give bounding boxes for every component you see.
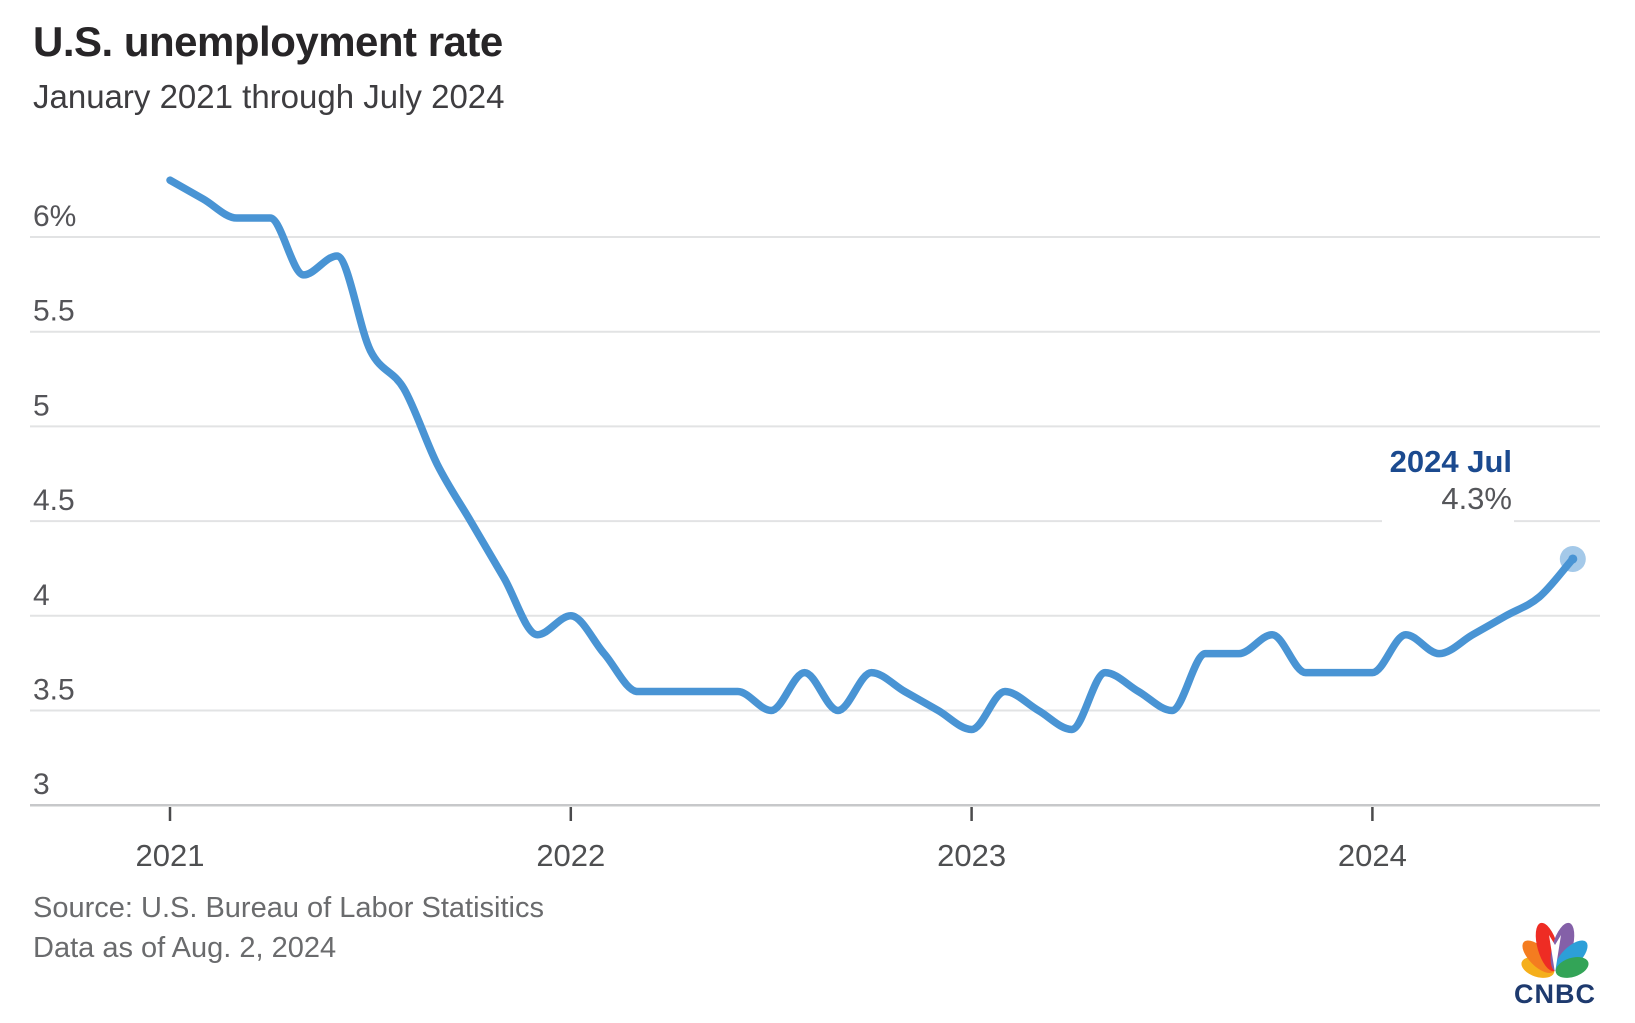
peacock-icon bbox=[1521, 922, 1589, 978]
chart-subtitle: January 2021 through July 2024 bbox=[33, 78, 505, 115]
chart-title: U.S. unemployment rate bbox=[33, 18, 503, 65]
source-line: Source: U.S. Bureau of Labor Statisitics bbox=[33, 892, 544, 924]
x-axis-label-2022: 2022 bbox=[536, 838, 605, 873]
cnbc-wordmark: CNBC bbox=[1514, 979, 1596, 1009]
y-axis-label-5.5: 5.5 bbox=[33, 295, 75, 328]
latest-point-dot-center bbox=[1568, 554, 1578, 564]
y-axis-label-3: 3 bbox=[33, 768, 50, 801]
y-axis-label-6%: 6% bbox=[33, 200, 76, 233]
annotation-date-label: 2024 Jul bbox=[1389, 444, 1512, 479]
latest-point-annotation: 2024 Jul 4.3% bbox=[1381, 443, 1514, 523]
annotation-value-label: 4.3% bbox=[1441, 481, 1512, 516]
y-axis-label-4: 4 bbox=[33, 579, 50, 612]
x-axis-label-2024: 2024 bbox=[1338, 838, 1407, 873]
x-axis-label-2021: 2021 bbox=[136, 838, 205, 873]
source-block: Source: U.S. Bureau of Labor Statisitics… bbox=[33, 888, 544, 968]
as-of-line: Data as of Aug. 2, 2024 bbox=[33, 932, 337, 964]
y-axis-label-3.5: 3.5 bbox=[33, 674, 75, 707]
unemployment-rate-line bbox=[166, 176, 1577, 734]
peacock-feather-green bbox=[1555, 956, 1589, 978]
cnbc-logo: CNBC bbox=[1514, 922, 1596, 1009]
y-axis-label-4.5: 4.5 bbox=[33, 484, 75, 517]
peacock-notch bbox=[1549, 935, 1561, 973]
x-axis-label-2023: 2023 bbox=[937, 838, 1006, 873]
y-axis-label-5: 5 bbox=[33, 389, 50, 422]
